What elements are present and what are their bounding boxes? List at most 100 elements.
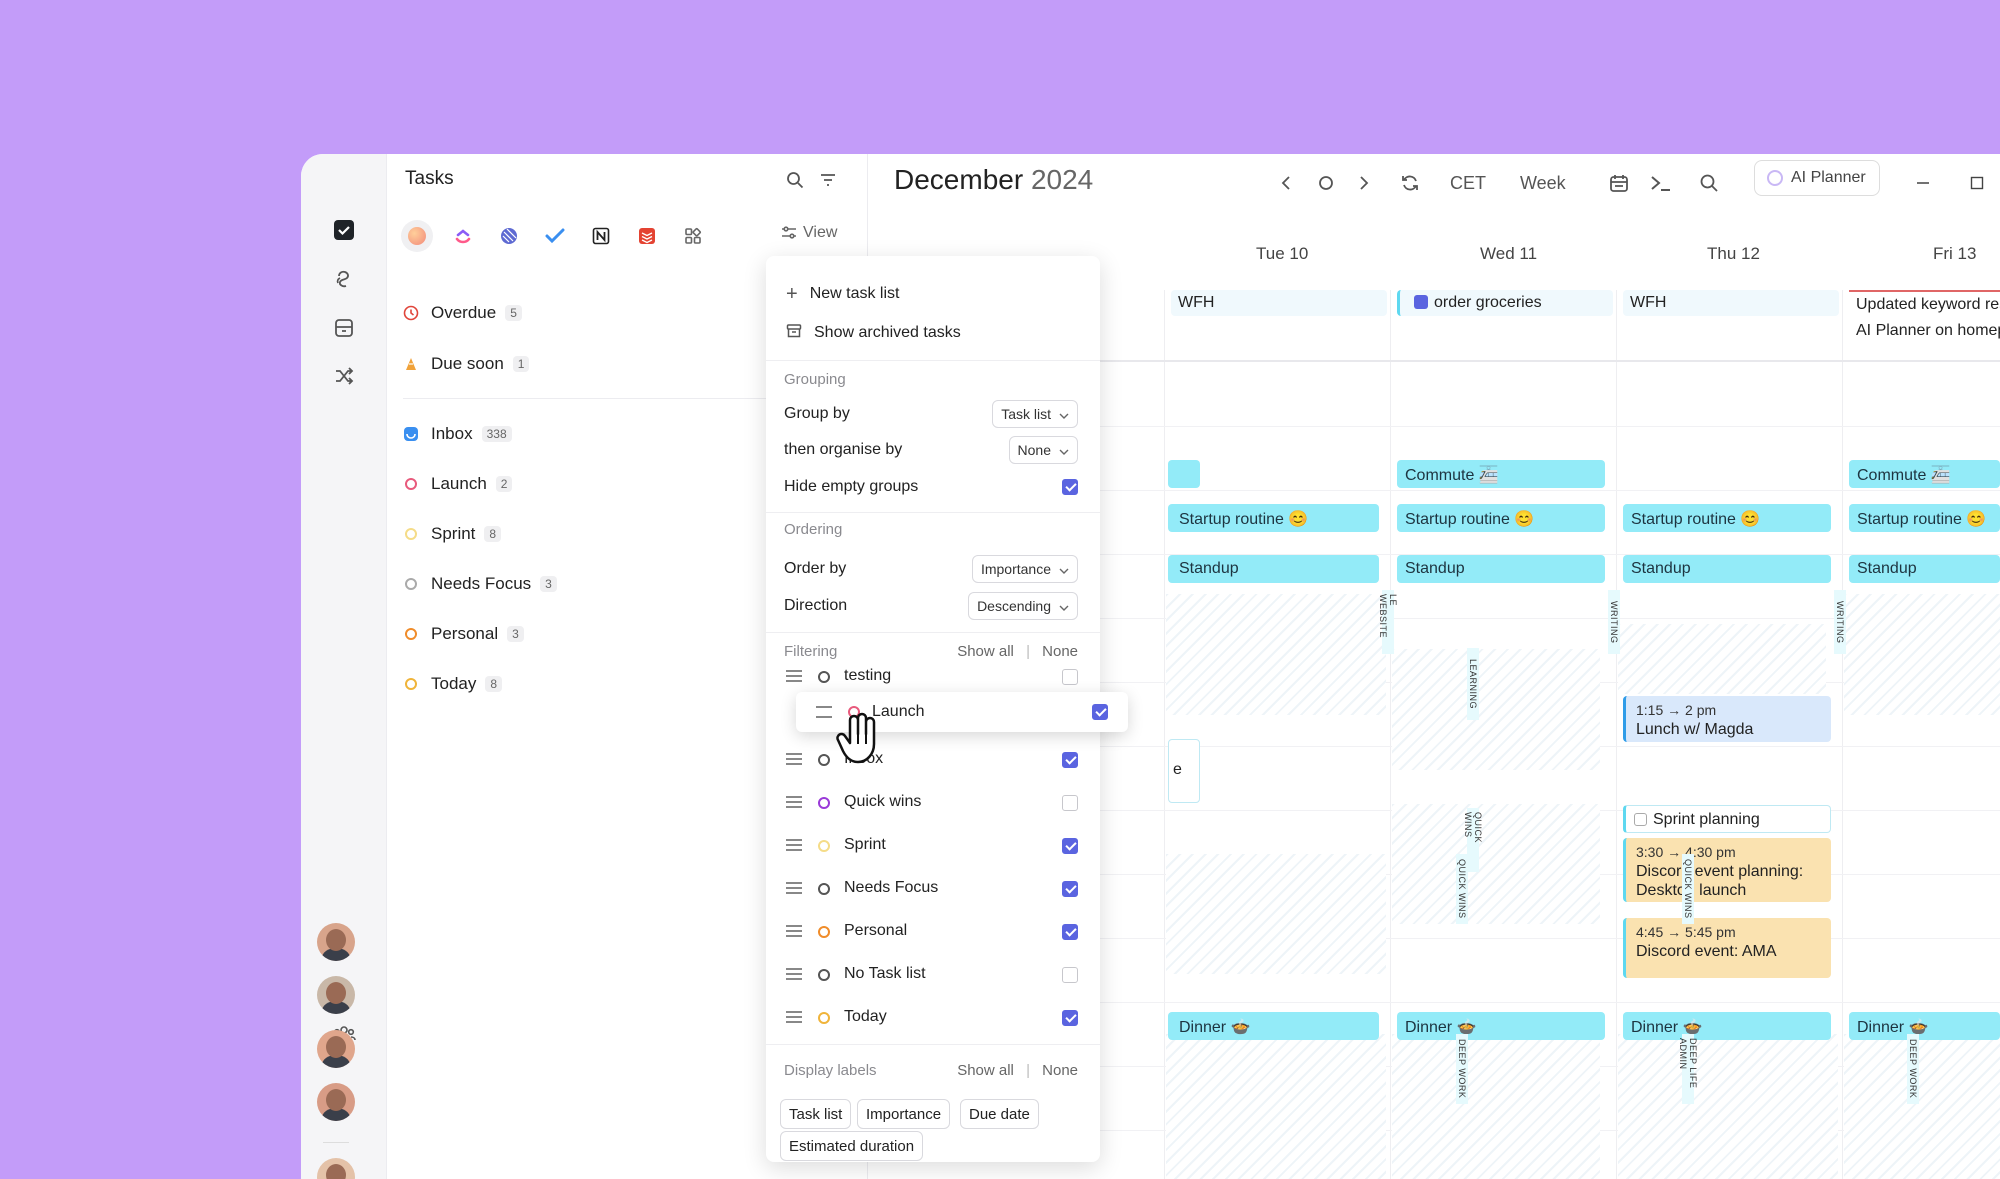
- filter-row[interactable]: testing: [766, 659, 1100, 695]
- event-standup[interactable]: Standup: [1171, 555, 1379, 583]
- label-chip[interactable]: Importance: [857, 1099, 951, 1129]
- view-week-button[interactable]: Week: [1520, 172, 1566, 193]
- list-item-launch[interactable]: Launch 2: [403, 470, 513, 498]
- drag-handle-icon[interactable]: [786, 968, 802, 980]
- filter-row[interactable]: Needs Focus: [766, 871, 1100, 907]
- event-startup-routine[interactable]: Startup routine 😊: [1623, 504, 1831, 532]
- allday-event[interactable]: Updated keyword res: [1849, 290, 2000, 316]
- add-integration-icon[interactable]: [677, 220, 709, 252]
- group-by-select[interactable]: Task list: [992, 400, 1078, 428]
- event-commute[interactable]: Commute 🚈: [1397, 460, 1605, 488]
- list-item-needs-focus[interactable]: Needs Focus 3: [403, 570, 557, 598]
- filter-checkbox[interactable]: [1062, 752, 1078, 768]
- minimize-icon[interactable]: [1908, 168, 1938, 198]
- show-all-link[interactable]: Show all: [957, 1062, 1014, 1079]
- filter-checkbox[interactable]: [1062, 838, 1078, 854]
- drag-handle-icon[interactable]: [786, 796, 802, 808]
- event-partial[interactable]: [1168, 460, 1200, 488]
- list-item-personal[interactable]: Personal 3: [403, 620, 524, 648]
- event-discord-planning[interactable]: 3:30 → 4:30 pm Discord event planning: D…: [1623, 838, 1831, 902]
- clickup-icon[interactable]: [447, 220, 479, 252]
- order-by-select[interactable]: Importance: [971, 555, 1078, 583]
- event-standup[interactable]: Standup: [1397, 555, 1605, 583]
- list-item-inbox[interactable]: Inbox 338: [403, 420, 512, 448]
- hide-empty-checkbox[interactable]: [1062, 479, 1078, 495]
- none-link[interactable]: None: [1042, 1062, 1078, 1079]
- linear-icon[interactable]: [493, 220, 525, 252]
- event-commute[interactable]: Commute 🚈: [1849, 460, 2000, 488]
- day-header-tue[interactable]: Tue 10: [1256, 244, 1309, 263]
- day-header-fri[interactable]: Fri 13: [1933, 244, 1977, 263]
- drag-handle-icon[interactable]: [786, 753, 802, 765]
- todoist-icon[interactable]: [631, 220, 663, 252]
- event-dinner[interactable]: Dinner 🍲: [1623, 1012, 1831, 1040]
- avatar[interactable]: [317, 1030, 355, 1068]
- filter-row[interactable]: Quick wins: [766, 785, 1100, 821]
- drag-handle-icon[interactable]: [786, 925, 802, 937]
- filter-row[interactable]: Personal: [766, 914, 1100, 950]
- event-partial[interactable]: e: [1168, 739, 1200, 803]
- drag-handle-icon[interactable]: [786, 670, 802, 682]
- event-standup[interactable]: Standup: [1849, 555, 2000, 583]
- new-task-list-item[interactable]: + New task list: [766, 276, 1100, 312]
- view-button[interactable]: View: [781, 224, 837, 242]
- event-startup-routine[interactable]: Startup routine 😊: [1849, 504, 2000, 532]
- command-prompt-icon[interactable]: [1646, 168, 1676, 198]
- check-square-icon[interactable]: [326, 212, 362, 248]
- label-chip[interactable]: Due date: [960, 1099, 1039, 1129]
- integration-all-icon[interactable]: [401, 220, 433, 252]
- filter-checkbox[interactable]: [1062, 881, 1078, 897]
- swirl-icon[interactable]: [326, 261, 362, 297]
- event-discord-ama[interactable]: 4:45 → 5:45 pm Discord event: AMA: [1623, 918, 1831, 978]
- checkbox-checked-icon[interactable]: [1414, 295, 1428, 309]
- maximize-icon[interactable]: [1962, 168, 1992, 198]
- avatar[interactable]: [317, 1083, 355, 1121]
- filter-checkbox[interactable]: [1062, 967, 1078, 983]
- list-item-sprint[interactable]: Sprint 8: [403, 520, 502, 548]
- day-header-wed[interactable]: Wed 11: [1480, 244, 1538, 263]
- filter-row[interactable]: Sprint: [766, 828, 1100, 864]
- day-header-thu[interactable]: Thu 12: [1707, 244, 1760, 263]
- filter-checkbox[interactable]: [1092, 704, 1108, 720]
- filter-checkbox[interactable]: [1062, 924, 1078, 940]
- tick-icon[interactable]: [539, 220, 571, 252]
- shuffle-icon[interactable]: [326, 358, 362, 394]
- calendar-icon[interactable]: [1604, 168, 1634, 198]
- list-item-overdue[interactable]: Overdue 5: [403, 299, 522, 327]
- inbox-box-icon[interactable]: [326, 310, 362, 346]
- label-chip[interactable]: Estimated duration: [780, 1131, 924, 1161]
- list-item-today[interactable]: Today 8: [403, 670, 503, 698]
- allday-task[interactable]: order groceries: [1397, 290, 1613, 316]
- direction-select[interactable]: Descending: [968, 592, 1078, 620]
- checkbox-icon[interactable]: [1634, 813, 1647, 826]
- show-all-link[interactable]: Show all: [957, 643, 1014, 660]
- event-dinner[interactable]: Dinner 🍲: [1849, 1012, 2000, 1040]
- filter-row[interactable]: No Task list: [766, 957, 1100, 993]
- notion-icon[interactable]: [585, 220, 617, 252]
- event-startup-routine[interactable]: Startup routine 😊: [1397, 504, 1605, 532]
- search-icon[interactable]: [781, 166, 809, 194]
- allday-event[interactable]: WFH: [1623, 290, 1839, 316]
- avatar[interactable]: [317, 1158, 355, 1179]
- event-lunch[interactable]: 1:15 → 2 pm Lunch w/ Magda: [1623, 696, 1831, 742]
- chevron-left-icon[interactable]: [1272, 168, 1300, 198]
- chevron-right-icon[interactable]: [1350, 168, 1378, 198]
- timezone-button[interactable]: CET: [1450, 172, 1486, 193]
- filter-row[interactable]: Today: [766, 1000, 1100, 1036]
- drag-handle-icon[interactable]: [786, 1011, 802, 1023]
- event-dinner[interactable]: Dinner 🍲: [1397, 1012, 1605, 1040]
- search-icon[interactable]: [1694, 168, 1724, 198]
- drag-handle-icon[interactable]: [786, 882, 802, 894]
- none-link[interactable]: None: [1042, 643, 1078, 660]
- filter-checkbox[interactable]: [1062, 1010, 1078, 1026]
- then-organise-select[interactable]: None: [1008, 436, 1078, 464]
- today-circle-icon[interactable]: [1312, 168, 1340, 198]
- allday-event[interactable]: AI Planner on homep: [1849, 318, 2000, 344]
- avatar[interactable]: [317, 923, 355, 961]
- task-sprint-planning[interactable]: Sprint planning: [1623, 805, 1831, 833]
- allday-event[interactable]: WFH: [1171, 290, 1387, 316]
- ai-planner-button[interactable]: AI Planner: [1754, 160, 1880, 196]
- drag-handle-icon[interactable]: [816, 706, 832, 718]
- label-chip[interactable]: Task list: [780, 1099, 852, 1129]
- event-standup[interactable]: Standup: [1623, 555, 1831, 583]
